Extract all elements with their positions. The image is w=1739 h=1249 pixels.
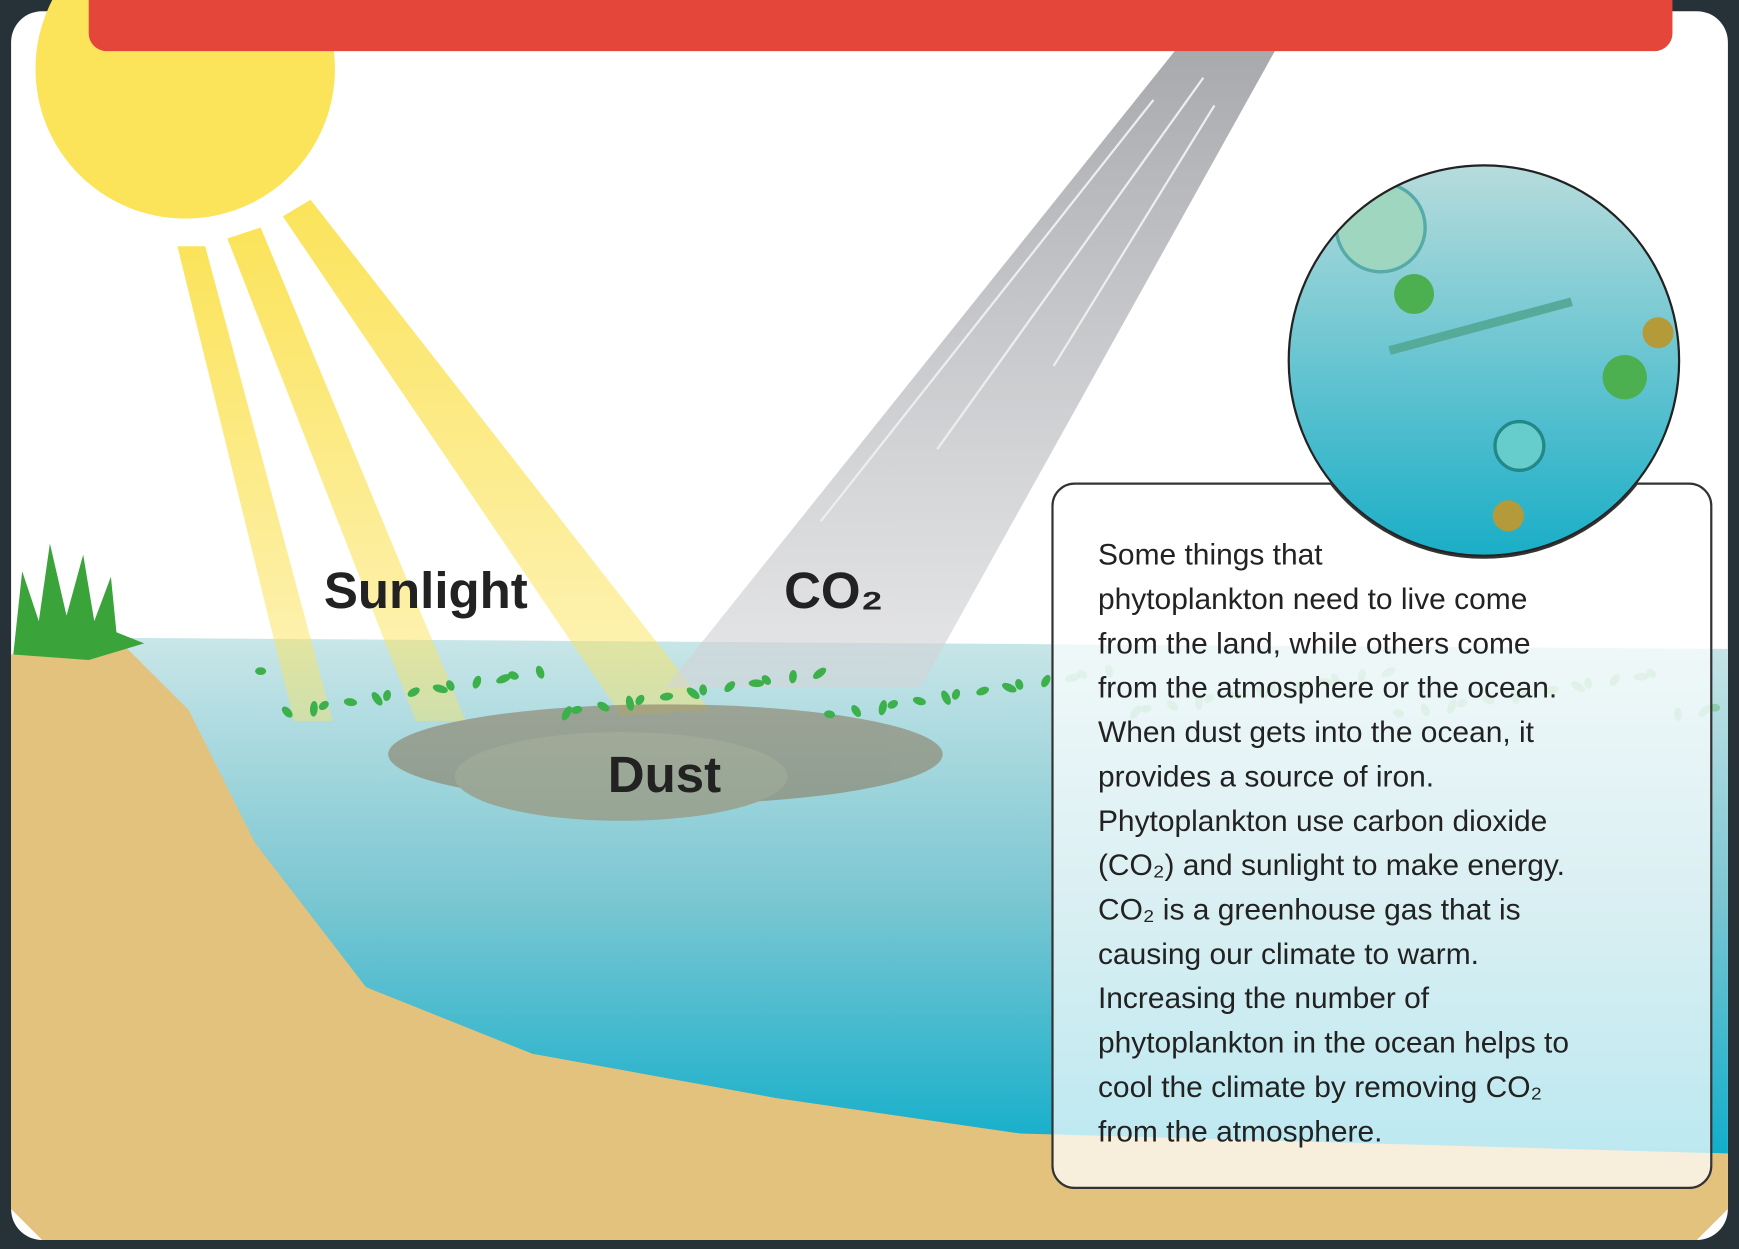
info-line: phytoplankton need to live come xyxy=(1098,583,1527,616)
illustration: Sunlight CO₂ Dust Some things that phytop… xyxy=(0,0,1739,1249)
info-line: Increasing the number of xyxy=(1098,982,1430,1015)
info-line: (CO₂) and sunlight to make energy. xyxy=(1098,849,1565,882)
co2-label: CO₂ xyxy=(784,562,883,619)
page: Sunlight CO₂ Dust Some things that phytop… xyxy=(0,0,1739,1249)
info-line: from the atmosphere or the ocean. xyxy=(1098,672,1557,705)
info-line: from the atmosphere. xyxy=(1098,1115,1383,1148)
info-line: cool the climate by removing CO₂ xyxy=(1098,1071,1542,1104)
title-banner xyxy=(89,0,1673,51)
plankton-dot xyxy=(255,667,266,675)
info-line: CO₂ is a greenhouse gas that is xyxy=(1098,894,1521,927)
plankton-view xyxy=(1289,165,1679,555)
info-line: causing our climate to warm. xyxy=(1098,938,1479,971)
info-line: Phytoplankton use carbon dioxide xyxy=(1098,805,1547,838)
info-line: When dust gets into the ocean, it xyxy=(1098,716,1535,749)
info-line: from the land, while others come xyxy=(1098,627,1531,660)
info-line: phytoplankton in the ocean helps to xyxy=(1098,1027,1569,1060)
dust-label: Dust xyxy=(608,746,721,803)
info-line: Some things that xyxy=(1098,539,1323,572)
sunlight-label: Sunlight xyxy=(324,562,528,619)
info-line: provides a source of iron. xyxy=(1098,760,1434,793)
